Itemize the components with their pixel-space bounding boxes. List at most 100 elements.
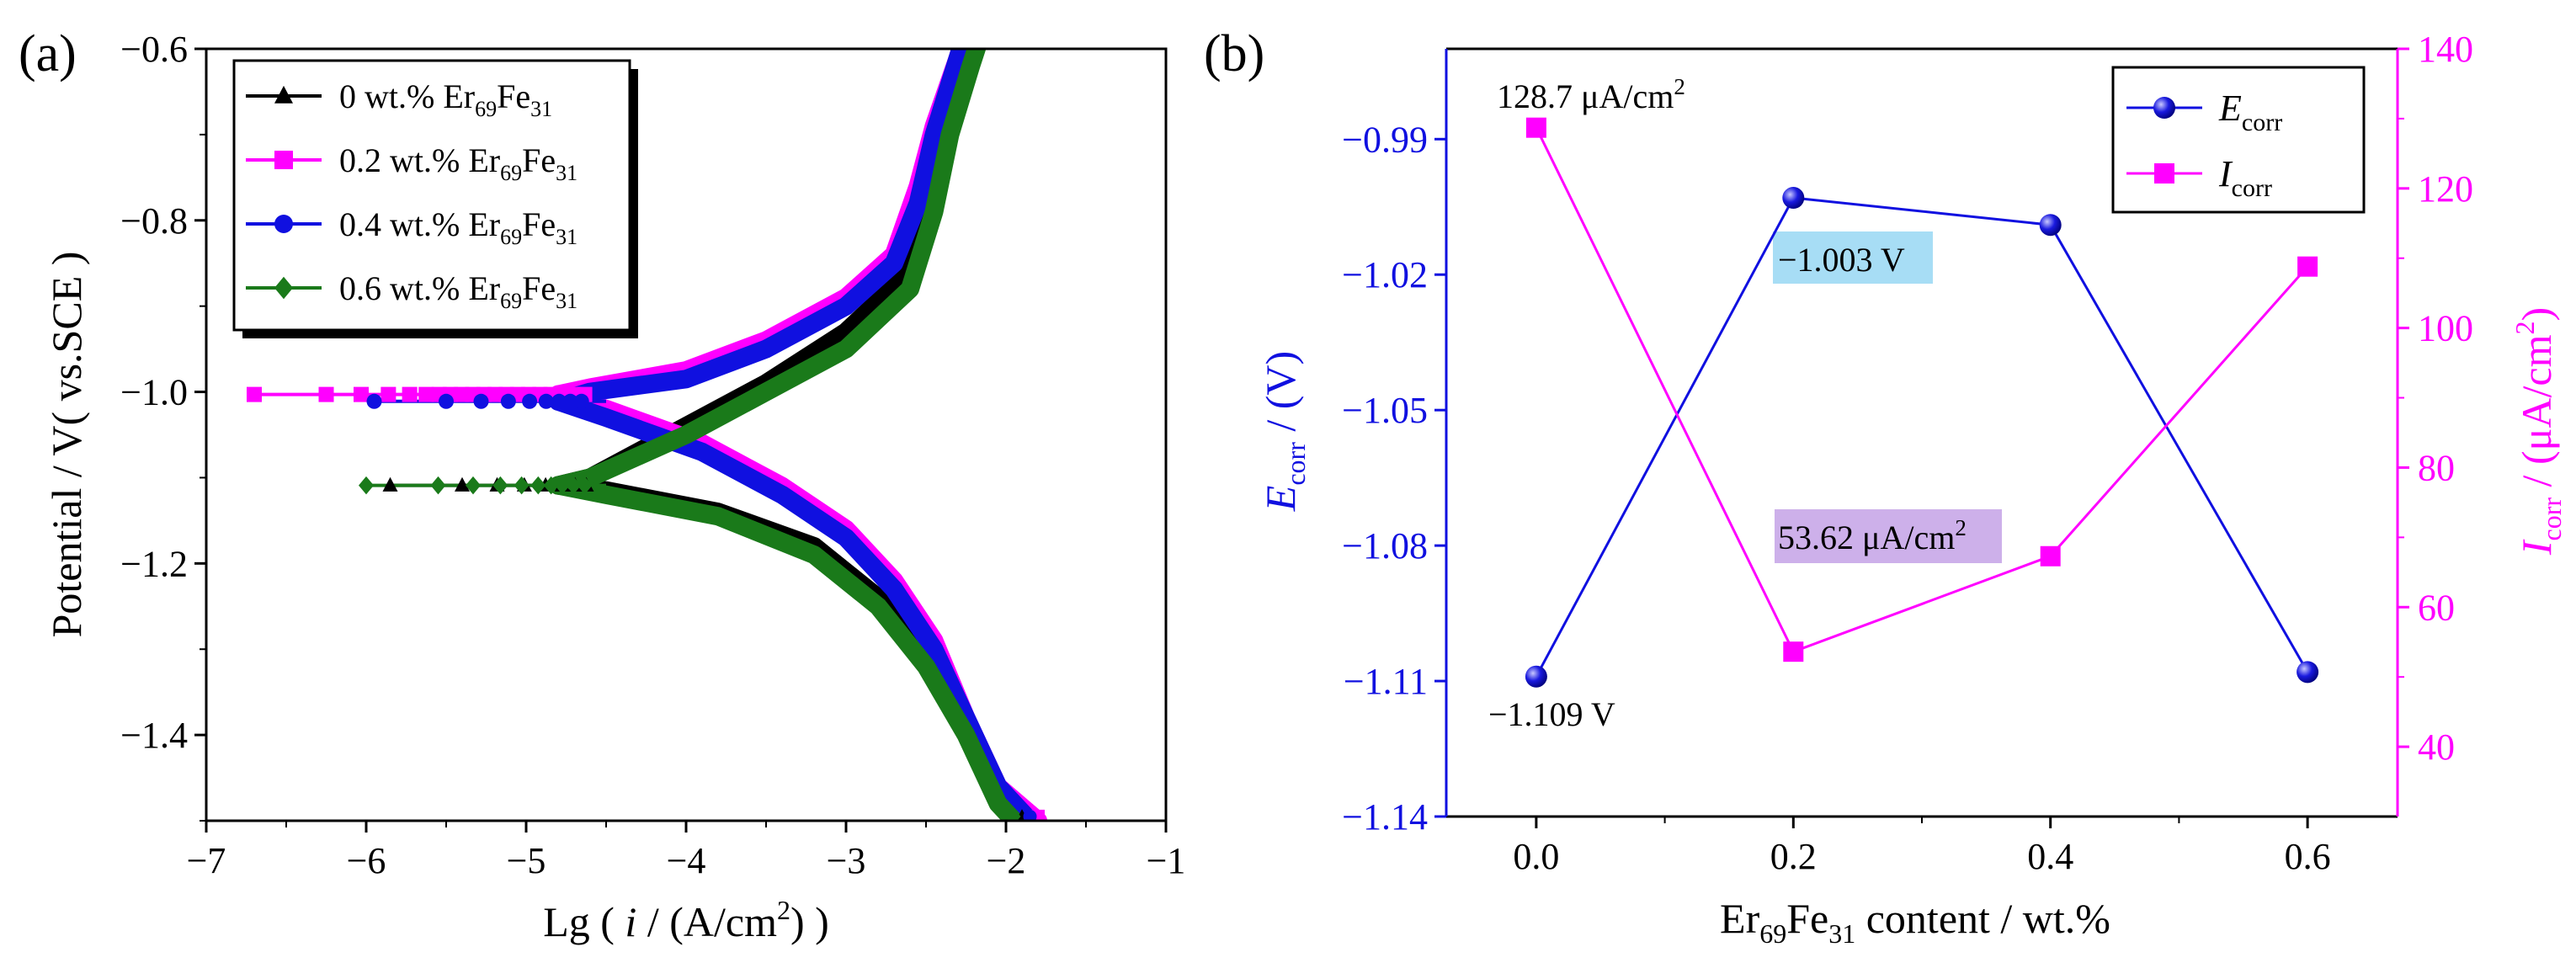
- series-marker-end: [1007, 808, 1021, 821]
- series-marker: [439, 393, 454, 409]
- series-band-anodic: [549, 49, 987, 495]
- y2-tick-label: 100: [2418, 308, 2473, 349]
- legend-marker: [274, 151, 293, 169]
- series-marker: [353, 386, 369, 402]
- x-tick-label: −1: [1147, 840, 1186, 881]
- annotation-icorr-min-part: 53.62 μA/cm: [1778, 519, 1955, 556]
- panel-b-y2label: Icorr / (μA/cm2): [2509, 307, 2567, 556]
- legend-box: [232, 59, 631, 332]
- y-tick-label: −1.4: [120, 715, 188, 756]
- y2-tick-label: 80: [2418, 447, 2455, 488]
- panel-a-ylabel: Potential / V( vs.SCE ): [43, 252, 90, 638]
- legend-label-sub: 69: [500, 225, 522, 249]
- legend-label-part: 0 wt.% Er: [339, 77, 475, 115]
- point-icorr: [2297, 256, 2318, 277]
- annotation-box-ecorr: [1773, 231, 1933, 284]
- legend-label-main: I: [2218, 153, 2233, 194]
- legend-label-part: Fe: [522, 141, 556, 179]
- annotation-icorr-max: 128.7 μA/cm2: [1497, 74, 1685, 115]
- series-marker: [418, 386, 434, 402]
- y-tick-label: −1.0: [120, 372, 188, 413]
- legend-label-sub: 69: [500, 289, 522, 313]
- legend-marker: [274, 215, 293, 233]
- series-marker: [538, 393, 554, 409]
- legend-label: 0.4 wt.% Er69Fe31: [339, 205, 577, 249]
- series-marker: [551, 393, 567, 409]
- series-marker: [465, 476, 481, 495]
- series-marker: [382, 476, 398, 492]
- corrosion-parameters-chart: 0.0 0.2 0.4 0.6 −1.14 −1.11 −1.08 −1.05 −1.02 −0.…: [1342, 29, 2473, 877]
- series-marker: [522, 393, 538, 409]
- legend-label: Ecorr: [2218, 88, 2282, 136]
- x-tick-label: −7: [187, 840, 226, 881]
- y-tick-label: −0.6: [120, 29, 188, 70]
- series-marker: [500, 393, 516, 409]
- point-ecorr: [1525, 665, 1547, 688]
- series-marker: [566, 476, 582, 495]
- legend-label-part: 0.6 wt.% Er: [339, 269, 500, 307]
- series-marker: [473, 393, 489, 409]
- annotation-box-icorr: [1775, 509, 2002, 563]
- x-tick-label: 0.0: [1513, 836, 1559, 877]
- y2-tick-label: 140: [2418, 29, 2473, 70]
- series-line-icorr: [1535, 127, 2309, 654]
- point-ecorr: [2297, 661, 2319, 684]
- series-marker: [530, 476, 546, 495]
- series-line-ecorr: [1535, 196, 2309, 678]
- legend-label-sub: 31: [530, 97, 552, 121]
- y2-tick-label: 120: [2418, 168, 2473, 210]
- series-marker: [381, 386, 397, 402]
- y2-tick-label: 60: [2418, 587, 2455, 628]
- legend-label: 0 wt.% Er69Fe31: [339, 77, 552, 121]
- annotation-ecorr-min: −1.109 V: [1488, 695, 1615, 733]
- y-tick-label: −1.05: [1342, 390, 1428, 431]
- annotation-icorr-max-part: 128.7 μA/cm: [1497, 77, 1674, 115]
- legend-label-sub: corr: [2232, 174, 2272, 202]
- legend-label-part: 0.4 wt.% Er: [339, 205, 500, 243]
- legend-box: [2111, 66, 2366, 214]
- legend-label-part: Fe: [522, 205, 556, 243]
- legend-marker: [2153, 97, 2175, 119]
- series-marker: [543, 476, 559, 495]
- point-icorr: [2040, 545, 2061, 567]
- point-ecorr: [1782, 187, 1805, 210]
- series-marker: [359, 476, 374, 495]
- legend-label-sub: 31: [556, 289, 577, 313]
- y-tick-label: −1.11: [1344, 661, 1428, 702]
- panel-b-xlabel: Er69Fe31 content / wt.%: [1720, 895, 2110, 949]
- legend-label-part: Fe: [497, 77, 530, 115]
- series-marker: [514, 476, 530, 495]
- x-tick-label: −2: [987, 840, 1026, 881]
- legend-label: Icorr: [2218, 153, 2272, 202]
- x-tick-label: 0.4: [2027, 836, 2073, 877]
- y-tick-label: −1.14: [1342, 796, 1428, 838]
- series-marker: [573, 393, 589, 409]
- y-tick-label: −0.99: [1342, 119, 1428, 160]
- x-tick-label: −3: [827, 840, 866, 881]
- y2-tick-label: 40: [2418, 726, 2455, 768]
- legend-label-main: E: [2218, 88, 2242, 129]
- y-tick-label: −1.08: [1342, 525, 1428, 567]
- polarization-chart: −7 −6 −5 −4 −3 −2 −1 −1.4 −1.2 −1.0 −0.8 −0.6 0 wt.%…: [120, 29, 1185, 881]
- series-marker: [554, 476, 570, 495]
- x-tick-label: −5: [507, 840, 546, 881]
- panel-a-label: (a): [19, 25, 77, 82]
- x-tick-label: 0.6: [2285, 836, 2331, 877]
- panel-b-label: (b): [1204, 25, 1264, 82]
- series-band-anodic: [549, 49, 971, 411]
- plot-a-data: [247, 49, 1047, 821]
- series-marker: [366, 393, 382, 409]
- series-marker: [247, 386, 262, 402]
- x-tick-label: −4: [667, 840, 706, 881]
- point-icorr: [1525, 117, 1546, 138]
- legend-label-sub: 31: [556, 225, 577, 249]
- legend-label: 0.2 wt.% Er69Fe31: [339, 141, 577, 185]
- annotation-icorr-min: 53.62 μA/cm2: [1778, 515, 1967, 556]
- series-band-cathodic: [549, 476, 1024, 821]
- annotation-icorr-min-sup: 2: [1955, 515, 1967, 540]
- annotation-icorr-max-sup: 2: [1674, 74, 1685, 99]
- panel-a-xlabel: Lg ( i / (A/cm2) ): [543, 895, 829, 945]
- y-tick-label: −1.2: [120, 543, 188, 584]
- legend-marker: [274, 85, 293, 104]
- series-marker: [455, 476, 470, 492]
